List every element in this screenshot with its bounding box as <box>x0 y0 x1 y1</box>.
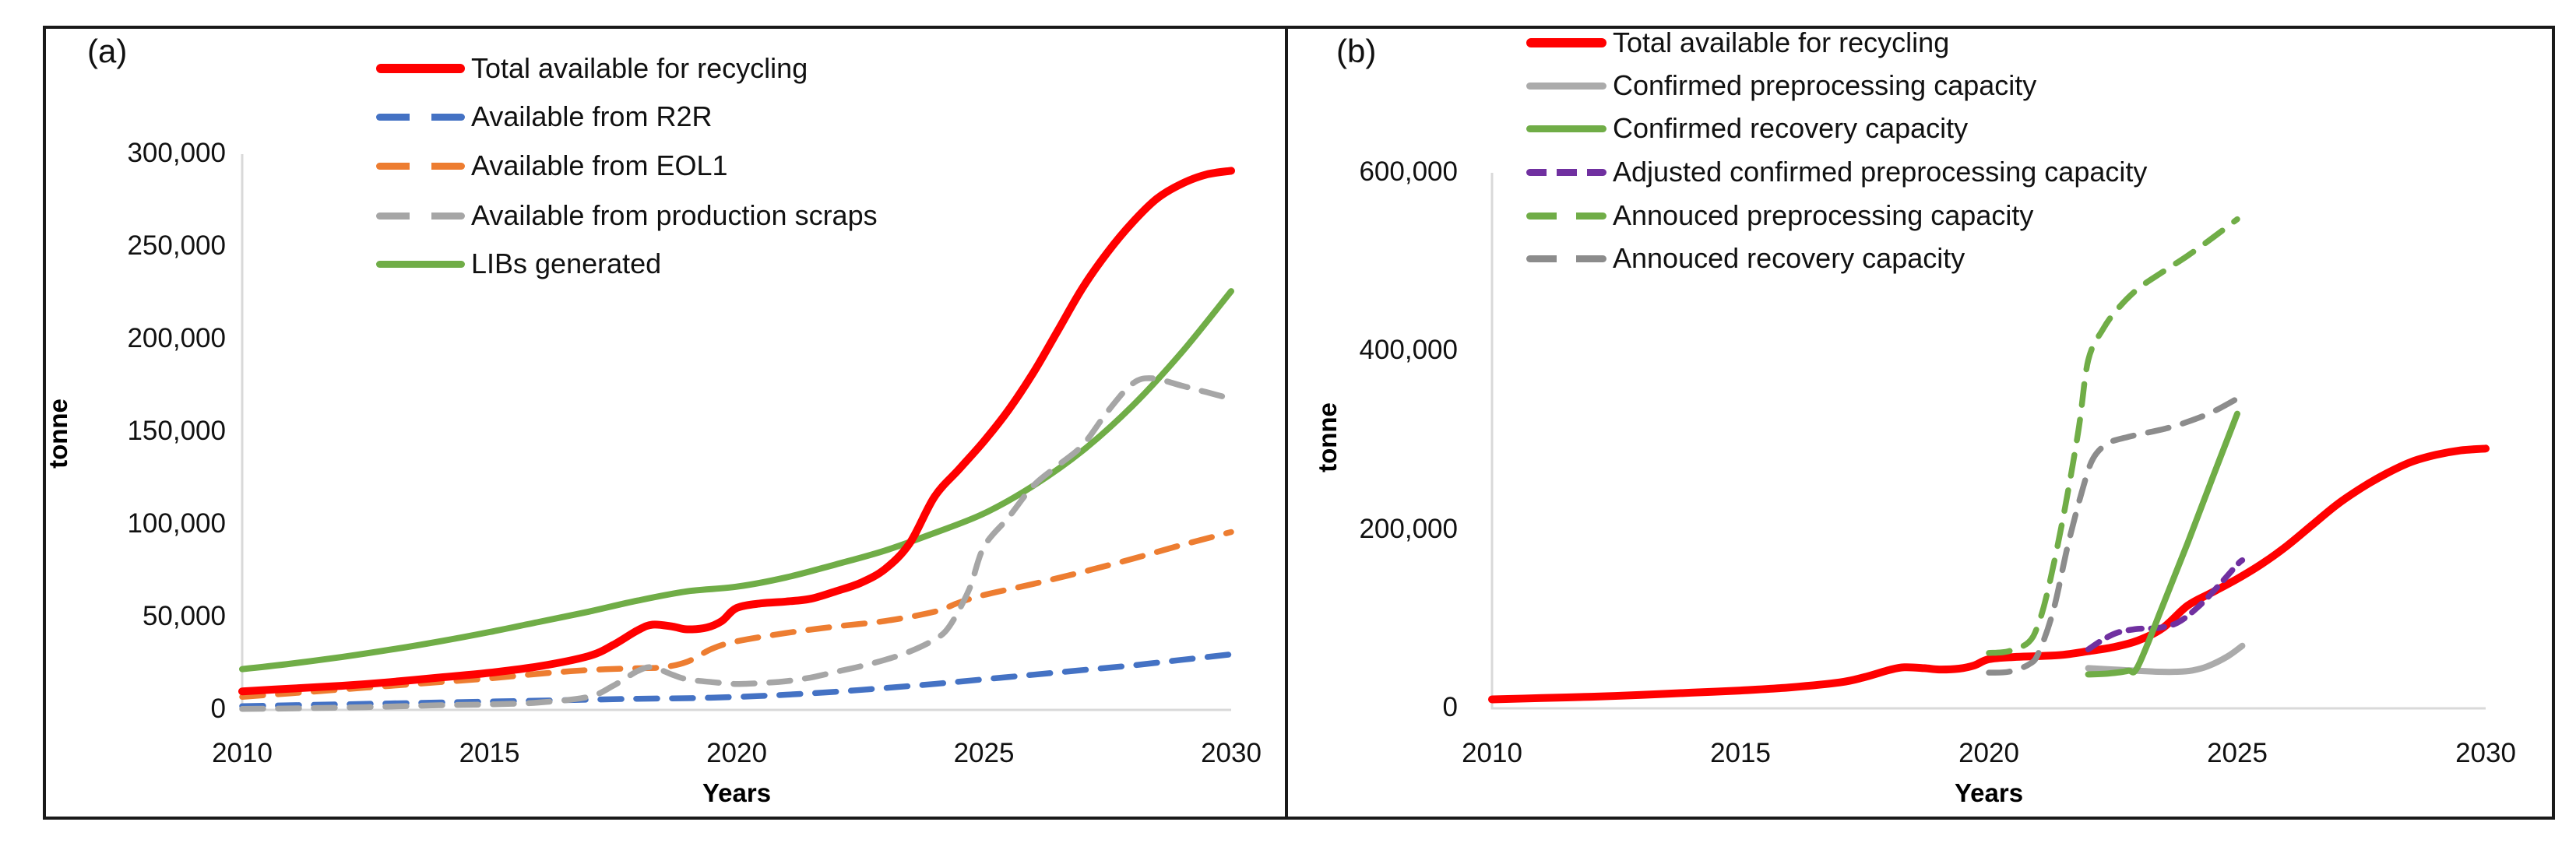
legend-item-a-3: Available from production scraps <box>376 198 878 233</box>
legend-swatch-a-1 <box>376 113 465 121</box>
legend-swatch-a-4 <box>376 260 465 268</box>
panel-b-x-tick-2020: 2020 <box>1958 738 2019 768</box>
series-available-from-eol1-a-line <box>239 529 1234 701</box>
legend-swatch-a-3 <box>376 212 465 220</box>
legend-label-b-5: Annouced recovery capacity <box>1613 242 1965 274</box>
panel-a-tag: (a) <box>87 33 128 69</box>
legend-label-b-0: Total available for recycling <box>1613 26 1950 58</box>
panel-a-x-axis-title: Years <box>702 778 772 807</box>
panel-a-y-tick-100000: 100,000 <box>127 508 226 539</box>
panel-b-y-axis-title: tonne <box>1313 402 1342 472</box>
legend-label-b-4: Annouced preprocessing capacity <box>1613 199 2034 231</box>
panel-a-x-tick-2010: 2010 <box>212 738 273 768</box>
series-total-available-for-recycling-a-line <box>238 167 1235 696</box>
panel-b-x-tick-2015: 2015 <box>1710 738 1771 768</box>
legend-swatch-a-0 <box>376 64 465 73</box>
series-annouced-preprocessing-capacity-b-line <box>1986 216 2240 656</box>
legend-item-b-1: Confirmed preprocessing capacity <box>1526 68 2036 103</box>
panel-a-x-tick-2025: 2025 <box>953 738 1015 768</box>
series-adjusted-confirmed-preprocessing-capacity-b-line <box>2085 557 2246 653</box>
legend-label-b-1: Confirmed preprocessing capacity <box>1613 69 2037 101</box>
panel-a-y-tick-250000: 250,000 <box>127 230 226 261</box>
panel-a-y-tick-0: 0 <box>210 694 226 724</box>
legend-label-a-1: Available from R2R <box>471 100 713 132</box>
legend-swatch-a-2 <box>376 162 465 170</box>
series-available-from-production-scraps-a-line <box>239 375 1234 712</box>
legend-swatch-b-1 <box>1526 82 1606 90</box>
panel-b-y-tick-400000: 400,000 <box>1359 335 1458 366</box>
series-total-available-for-recycling-b-line <box>1488 444 2490 704</box>
panel-a-y-tick-150000: 150,000 <box>127 416 226 446</box>
panel-a-x-tick-2015: 2015 <box>459 738 520 768</box>
legend-label-a-4: LIBs generated <box>471 248 662 279</box>
panel-b-x-axis-title: Years <box>1954 778 2024 807</box>
legend-swatch-b-3 <box>1526 168 1606 176</box>
legend-swatch-b-4 <box>1526 212 1606 220</box>
legend-item-b-4: Annouced preprocessing capacity <box>1526 198 2033 233</box>
legend-item-b-3: Adjusted confirmed preprocessing capacit… <box>1526 155 2147 189</box>
panel-b-y-tick-0: 0 <box>1442 692 1458 722</box>
panel-b-y-tick-200000: 200,000 <box>1359 513 1458 544</box>
legend-label-a-3: Available from production scraps <box>471 199 878 231</box>
legend-swatch-b-0 <box>1526 38 1606 47</box>
legend-item-a-0: Total available for recycling <box>376 51 808 86</box>
panel-a-x-tick-2030: 2030 <box>1201 738 1262 768</box>
legend-swatch-b-5 <box>1526 255 1606 262</box>
legend-label-a-0: Total available for recycling <box>471 52 808 84</box>
legend-label-a-2: Available from EOL1 <box>471 149 728 181</box>
panel-a-axis-lines <box>241 154 1231 711</box>
legend-item-b-2: Confirmed recovery capacity <box>1526 111 1968 146</box>
series-confirmed-recovery-capacity-b-line <box>2085 410 2240 678</box>
legend-label-b-3: Adjusted confirmed preprocessing capacit… <box>1613 156 2148 188</box>
series-annouced-recovery-capacity-b-line <box>1986 395 2240 676</box>
figure-border <box>43 26 2555 820</box>
legend-item-a-1: Available from R2R <box>376 100 712 134</box>
panel-b-tag: (b) <box>1336 33 1377 69</box>
panel-a-y-tick-50000: 50,000 <box>142 601 226 631</box>
panel-a-y-axis-title: tonne <box>44 399 72 469</box>
panel-a-y-tick-300000: 300,000 <box>127 138 226 168</box>
panel-a-y-tick-200000: 200,000 <box>127 323 226 353</box>
legend-item-a-4: LIBs generated <box>376 247 661 281</box>
series-libs-generated-a-line <box>239 288 1234 673</box>
panel-b-x-tick-2025: 2025 <box>2207 738 2268 768</box>
legend-label-b-2: Confirmed recovery capacity <box>1613 112 1969 144</box>
legend-swatch-b-2 <box>1526 125 1606 132</box>
panel-b-y-tick-600000: 600,000 <box>1359 156 1458 187</box>
panel-b-axis-lines <box>1490 173 2486 710</box>
panel-b-x-tick-2010: 2010 <box>1462 738 1522 768</box>
panel-a-x-tick-2020: 2020 <box>706 738 767 768</box>
legend-item-a-2: Available from EOL1 <box>376 149 728 183</box>
panel-divider <box>1285 26 1288 820</box>
legend-item-b-5: Annouced recovery capacity <box>1526 241 1965 276</box>
legend-item-b-0: Total available for recycling <box>1526 26 1949 60</box>
panel-b-x-tick-2030: 2030 <box>2455 738 2516 768</box>
